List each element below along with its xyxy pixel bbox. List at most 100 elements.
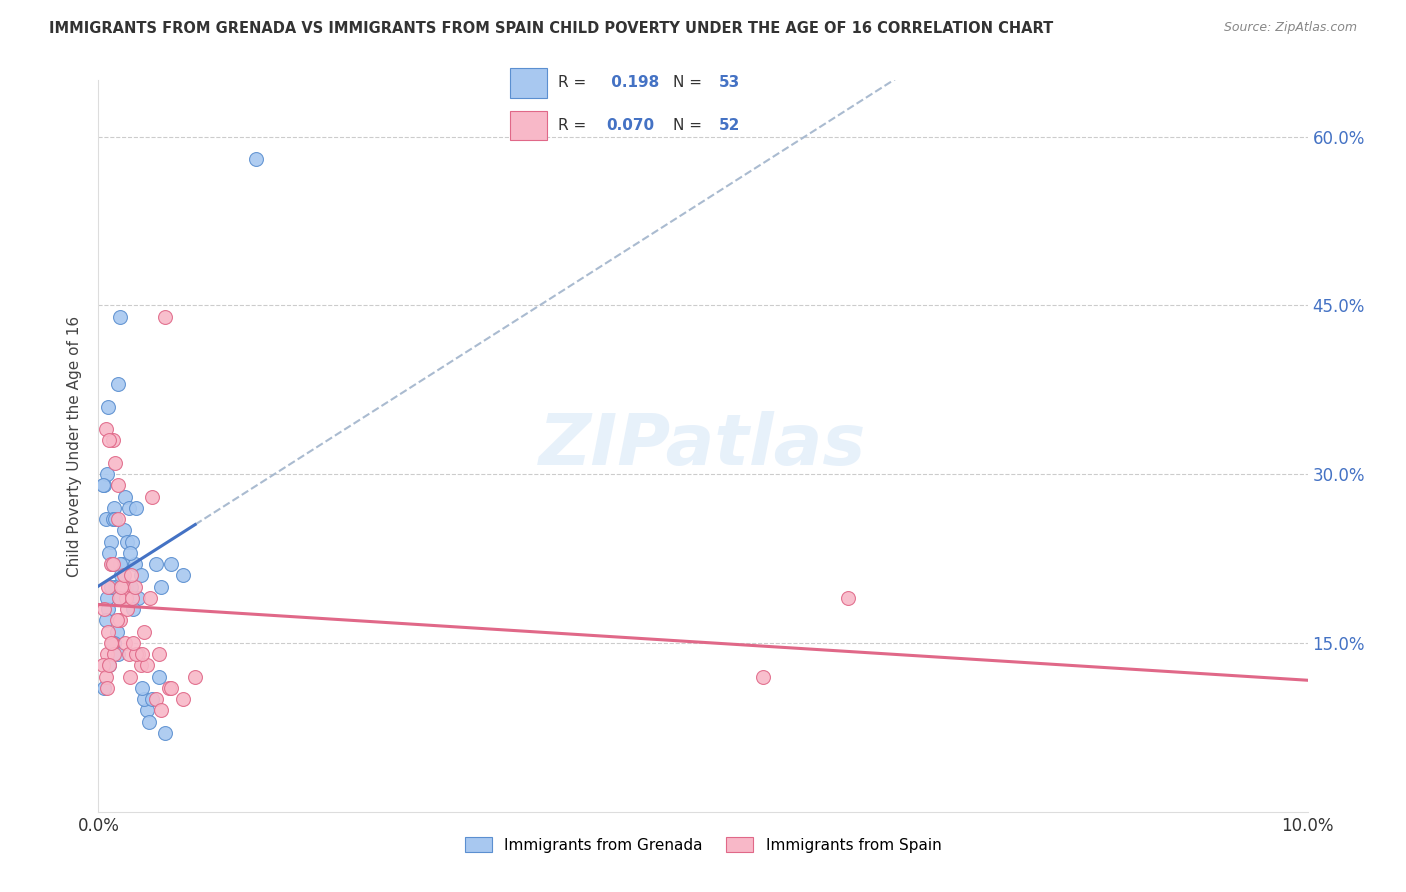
- Point: [98, 546, 121, 560]
- Point: [139, 591, 162, 605]
- Text: 52: 52: [718, 118, 740, 133]
- Point: [141, 490, 163, 504]
- Point: [129, 658, 152, 673]
- Point: [94, 512, 117, 526]
- Point: [138, 714, 160, 729]
- Point: [117, 602, 139, 616]
- Point: [118, 647, 141, 661]
- Point: [94, 614, 117, 628]
- Point: [160, 681, 183, 695]
- Point: [121, 534, 143, 549]
- Point: [150, 580, 173, 594]
- Point: [172, 568, 194, 582]
- Y-axis label: Child Poverty Under the Age of 16: Child Poverty Under the Age of 16: [67, 316, 83, 576]
- Point: [101, 557, 124, 571]
- Point: [96, 591, 118, 605]
- Point: [129, 568, 152, 582]
- Point: [91, 478, 114, 492]
- Point: [127, 591, 149, 605]
- Point: [104, 512, 127, 526]
- Point: [120, 568, 142, 582]
- Point: [101, 434, 124, 448]
- Text: Source: ZipAtlas.com: Source: ZipAtlas.com: [1223, 21, 1357, 34]
- Point: [245, 152, 267, 166]
- Point: [111, 557, 134, 571]
- Point: [148, 670, 170, 684]
- Point: [100, 636, 122, 650]
- Text: 53: 53: [718, 75, 740, 90]
- Point: [104, 580, 127, 594]
- Point: [97, 602, 120, 616]
- Point: [114, 490, 136, 504]
- Point: [100, 636, 122, 650]
- Point: [121, 591, 143, 605]
- Point: [100, 580, 122, 594]
- Point: [134, 624, 156, 639]
- Point: [97, 400, 120, 414]
- Point: [93, 602, 115, 616]
- Point: [108, 614, 131, 628]
- Point: [91, 658, 114, 673]
- Point: [148, 647, 170, 661]
- Text: N =: N =: [673, 118, 707, 133]
- Point: [135, 703, 157, 717]
- Point: [122, 636, 145, 650]
- Point: [103, 647, 125, 661]
- Point: [100, 557, 122, 571]
- Point: [127, 647, 149, 661]
- Point: [110, 580, 132, 594]
- Text: ZIPatlas: ZIPatlas: [540, 411, 866, 481]
- Text: R =: R =: [558, 118, 592, 133]
- Point: [94, 670, 117, 684]
- FancyBboxPatch shape: [510, 111, 547, 140]
- Point: [97, 624, 120, 639]
- Point: [108, 557, 131, 571]
- Point: [837, 591, 859, 605]
- Point: [96, 647, 118, 661]
- Point: [184, 670, 207, 684]
- Point: [153, 726, 176, 740]
- Point: [98, 658, 121, 673]
- Point: [120, 580, 142, 594]
- Point: [107, 377, 129, 392]
- Point: [112, 568, 135, 582]
- Point: [98, 434, 121, 448]
- Point: [141, 692, 163, 706]
- Point: [105, 624, 128, 639]
- Point: [131, 647, 153, 661]
- Point: [145, 692, 167, 706]
- Text: 0.070: 0.070: [606, 118, 654, 133]
- Point: [96, 681, 118, 695]
- Point: [107, 647, 129, 661]
- Point: [93, 478, 115, 492]
- Point: [153, 310, 176, 324]
- Text: IMMIGRANTS FROM GRENADA VS IMMIGRANTS FROM SPAIN CHILD POVERTY UNDER THE AGE OF : IMMIGRANTS FROM GRENADA VS IMMIGRANTS FR…: [49, 21, 1053, 36]
- Point: [98, 658, 121, 673]
- Point: [97, 580, 120, 594]
- Point: [104, 456, 127, 470]
- Point: [107, 512, 129, 526]
- Point: [131, 681, 153, 695]
- Point: [103, 500, 125, 515]
- Point: [105, 614, 128, 628]
- Point: [100, 534, 122, 549]
- Point: [122, 602, 145, 616]
- Point: [172, 692, 194, 706]
- Point: [101, 512, 124, 526]
- Point: [110, 568, 132, 582]
- Point: [111, 580, 134, 594]
- Point: [118, 546, 141, 560]
- Point: [93, 681, 115, 695]
- Point: [157, 681, 180, 695]
- Point: [118, 500, 141, 515]
- Point: [108, 310, 131, 324]
- Point: [115, 580, 138, 594]
- Point: [118, 670, 141, 684]
- Point: [112, 524, 135, 538]
- Point: [117, 534, 139, 549]
- Text: 0.198: 0.198: [606, 75, 659, 90]
- Legend: Immigrants from Grenada, Immigrants from Spain: Immigrants from Grenada, Immigrants from…: [458, 831, 948, 859]
- Point: [96, 467, 118, 482]
- Point: [107, 478, 129, 492]
- Point: [135, 658, 157, 673]
